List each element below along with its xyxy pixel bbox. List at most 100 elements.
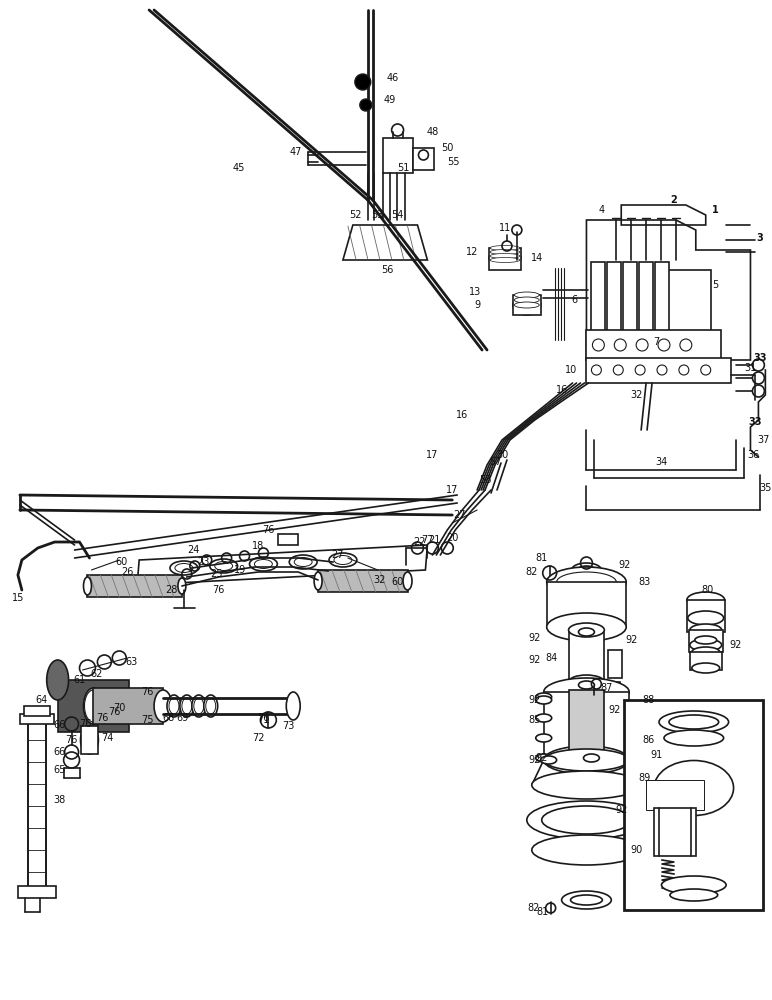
Bar — [623, 262, 637, 332]
Ellipse shape — [154, 690, 172, 722]
Ellipse shape — [294, 558, 312, 566]
Text: 80: 80 — [702, 585, 714, 595]
Bar — [20, 714, 54, 724]
Text: 33: 33 — [749, 417, 762, 427]
Text: 76: 76 — [212, 585, 225, 595]
Ellipse shape — [255, 560, 273, 568]
Text: 48: 48 — [426, 127, 438, 137]
Ellipse shape — [692, 663, 720, 673]
Bar — [690, 652, 722, 670]
Ellipse shape — [543, 749, 629, 771]
Text: 76: 76 — [96, 713, 109, 723]
Bar — [18, 886, 56, 898]
Bar — [87, 575, 182, 597]
Ellipse shape — [542, 806, 631, 834]
Text: 68: 68 — [163, 713, 175, 723]
Bar — [543, 692, 629, 760]
Ellipse shape — [568, 675, 604, 689]
Text: 81: 81 — [537, 907, 549, 917]
Text: 64: 64 — [36, 695, 48, 705]
Bar — [547, 582, 626, 627]
Ellipse shape — [204, 695, 218, 717]
Text: 53: 53 — [371, 210, 384, 220]
Text: 70: 70 — [113, 703, 126, 713]
Text: 25: 25 — [211, 569, 223, 579]
Text: 61: 61 — [73, 675, 86, 685]
Ellipse shape — [490, 253, 520, 258]
Text: 27: 27 — [332, 550, 344, 560]
Ellipse shape — [536, 754, 552, 762]
Bar — [93, 688, 163, 724]
Bar — [80, 726, 98, 754]
Text: 65: 65 — [53, 765, 66, 775]
Text: 7: 7 — [653, 337, 659, 347]
Text: 17: 17 — [426, 450, 438, 460]
Text: 83: 83 — [638, 577, 650, 587]
Ellipse shape — [286, 692, 300, 720]
Text: 46: 46 — [387, 73, 399, 83]
Bar — [646, 780, 704, 810]
Ellipse shape — [514, 302, 539, 308]
Text: 58: 58 — [479, 475, 491, 485]
Text: 19: 19 — [235, 565, 247, 575]
Text: 72: 72 — [252, 733, 265, 743]
Text: 23: 23 — [198, 557, 210, 567]
Ellipse shape — [80, 726, 98, 754]
Text: 47: 47 — [290, 147, 303, 157]
Bar — [24, 706, 49, 716]
Text: 24: 24 — [188, 545, 200, 555]
Ellipse shape — [543, 678, 629, 706]
Ellipse shape — [490, 257, 520, 262]
Ellipse shape — [543, 746, 629, 774]
Ellipse shape — [290, 555, 317, 569]
Ellipse shape — [557, 572, 616, 592]
Text: 84: 84 — [546, 653, 558, 663]
Text: 92: 92 — [529, 633, 541, 643]
Text: 45: 45 — [232, 163, 245, 173]
Text: 34: 34 — [655, 457, 667, 467]
Text: 66: 66 — [53, 747, 66, 757]
Ellipse shape — [489, 247, 521, 269]
Text: 20: 20 — [446, 533, 459, 543]
Text: 86: 86 — [642, 735, 654, 745]
Ellipse shape — [210, 559, 238, 573]
Text: 89: 89 — [638, 773, 650, 783]
Bar — [654, 808, 696, 856]
Ellipse shape — [182, 698, 191, 714]
Ellipse shape — [577, 566, 595, 574]
Bar — [608, 682, 620, 698]
Bar — [604, 695, 612, 717]
Text: 90: 90 — [630, 845, 642, 855]
Text: 85: 85 — [529, 715, 541, 725]
Text: 76: 76 — [108, 707, 120, 717]
Ellipse shape — [490, 249, 520, 254]
Text: 51: 51 — [398, 163, 410, 173]
Text: 49: 49 — [384, 95, 396, 105]
Ellipse shape — [249, 557, 277, 571]
Ellipse shape — [167, 695, 181, 717]
Bar — [489, 248, 521, 270]
Text: 35: 35 — [759, 483, 771, 493]
Text: 37: 37 — [757, 435, 770, 445]
Text: 82: 82 — [527, 903, 540, 913]
Bar — [513, 295, 540, 315]
Text: 57: 57 — [489, 457, 501, 467]
Ellipse shape — [314, 572, 322, 590]
Ellipse shape — [403, 572, 412, 590]
Ellipse shape — [47, 660, 69, 700]
Text: 81: 81 — [536, 553, 548, 563]
Text: 92: 92 — [536, 753, 548, 763]
Ellipse shape — [561, 891, 611, 909]
Text: 18: 18 — [252, 541, 265, 551]
Ellipse shape — [536, 696, 552, 704]
Ellipse shape — [578, 681, 594, 689]
Text: 32: 32 — [630, 390, 642, 400]
Text: 3: 3 — [756, 233, 763, 243]
Ellipse shape — [527, 801, 646, 839]
Ellipse shape — [191, 695, 206, 717]
Bar — [28, 720, 46, 890]
Ellipse shape — [687, 592, 725, 608]
Ellipse shape — [175, 564, 193, 572]
Text: 2: 2 — [671, 195, 677, 205]
Bar — [58, 680, 129, 732]
